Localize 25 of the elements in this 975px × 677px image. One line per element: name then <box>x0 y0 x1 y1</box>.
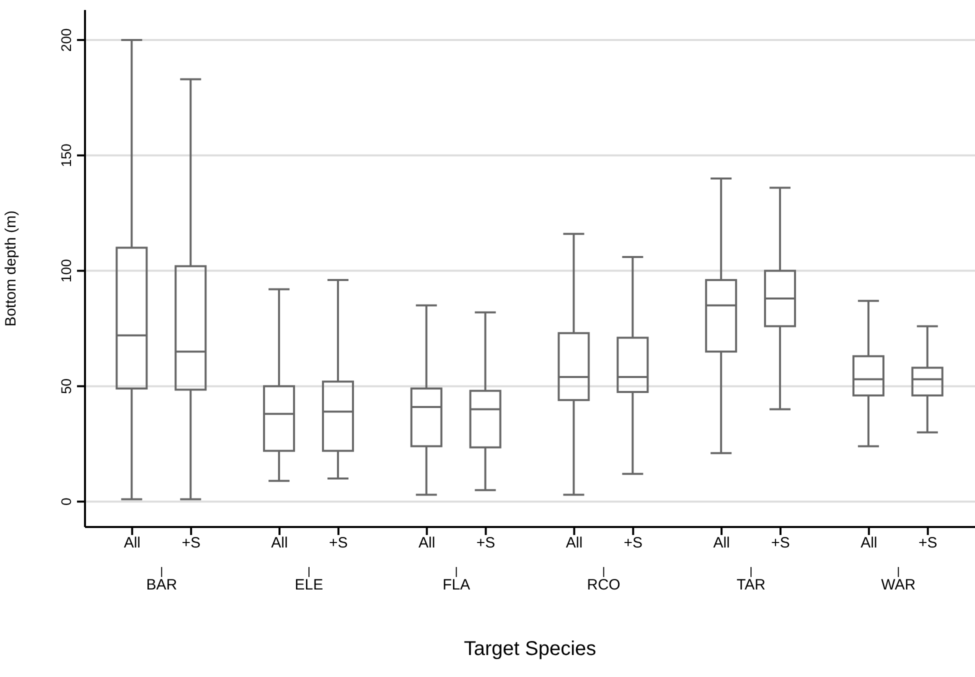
y-tick-label: 150 <box>58 144 74 168</box>
y-tick-label: 200 <box>58 28 74 52</box>
y-tick-label: 50 <box>58 378 74 394</box>
x-tick-label: All <box>271 534 288 552</box>
x-tick-label: All <box>124 534 140 552</box>
x-tick-label: +S <box>918 534 938 552</box>
x-axis-title: Target Species <box>464 638 596 660</box>
x-tick-label: +S <box>771 534 790 552</box>
text: WAR <box>881 576 916 594</box>
x-tick-label: All <box>860 534 878 552</box>
text: RCO <box>587 576 620 594</box>
text: ELE <box>294 576 324 594</box>
y-tick-label: 100 <box>58 258 74 282</box>
text: BAR <box>146 576 178 594</box>
text: FLA <box>442 576 470 594</box>
text: TAR <box>736 576 766 594</box>
x-tick-label: +S <box>329 534 348 552</box>
x-tick-label: All <box>713 534 730 552</box>
x-tick-label: +S <box>182 534 200 552</box>
x-tick-label: +S <box>476 534 496 552</box>
x-tick-label: All <box>418 534 436 552</box>
y-axis-title: Bottom depth (m) <box>2 210 20 326</box>
y-tick-label: 0 <box>58 498 74 506</box>
x-tick-label: All <box>566 534 583 552</box>
x-tick-label: +S <box>624 534 643 552</box>
